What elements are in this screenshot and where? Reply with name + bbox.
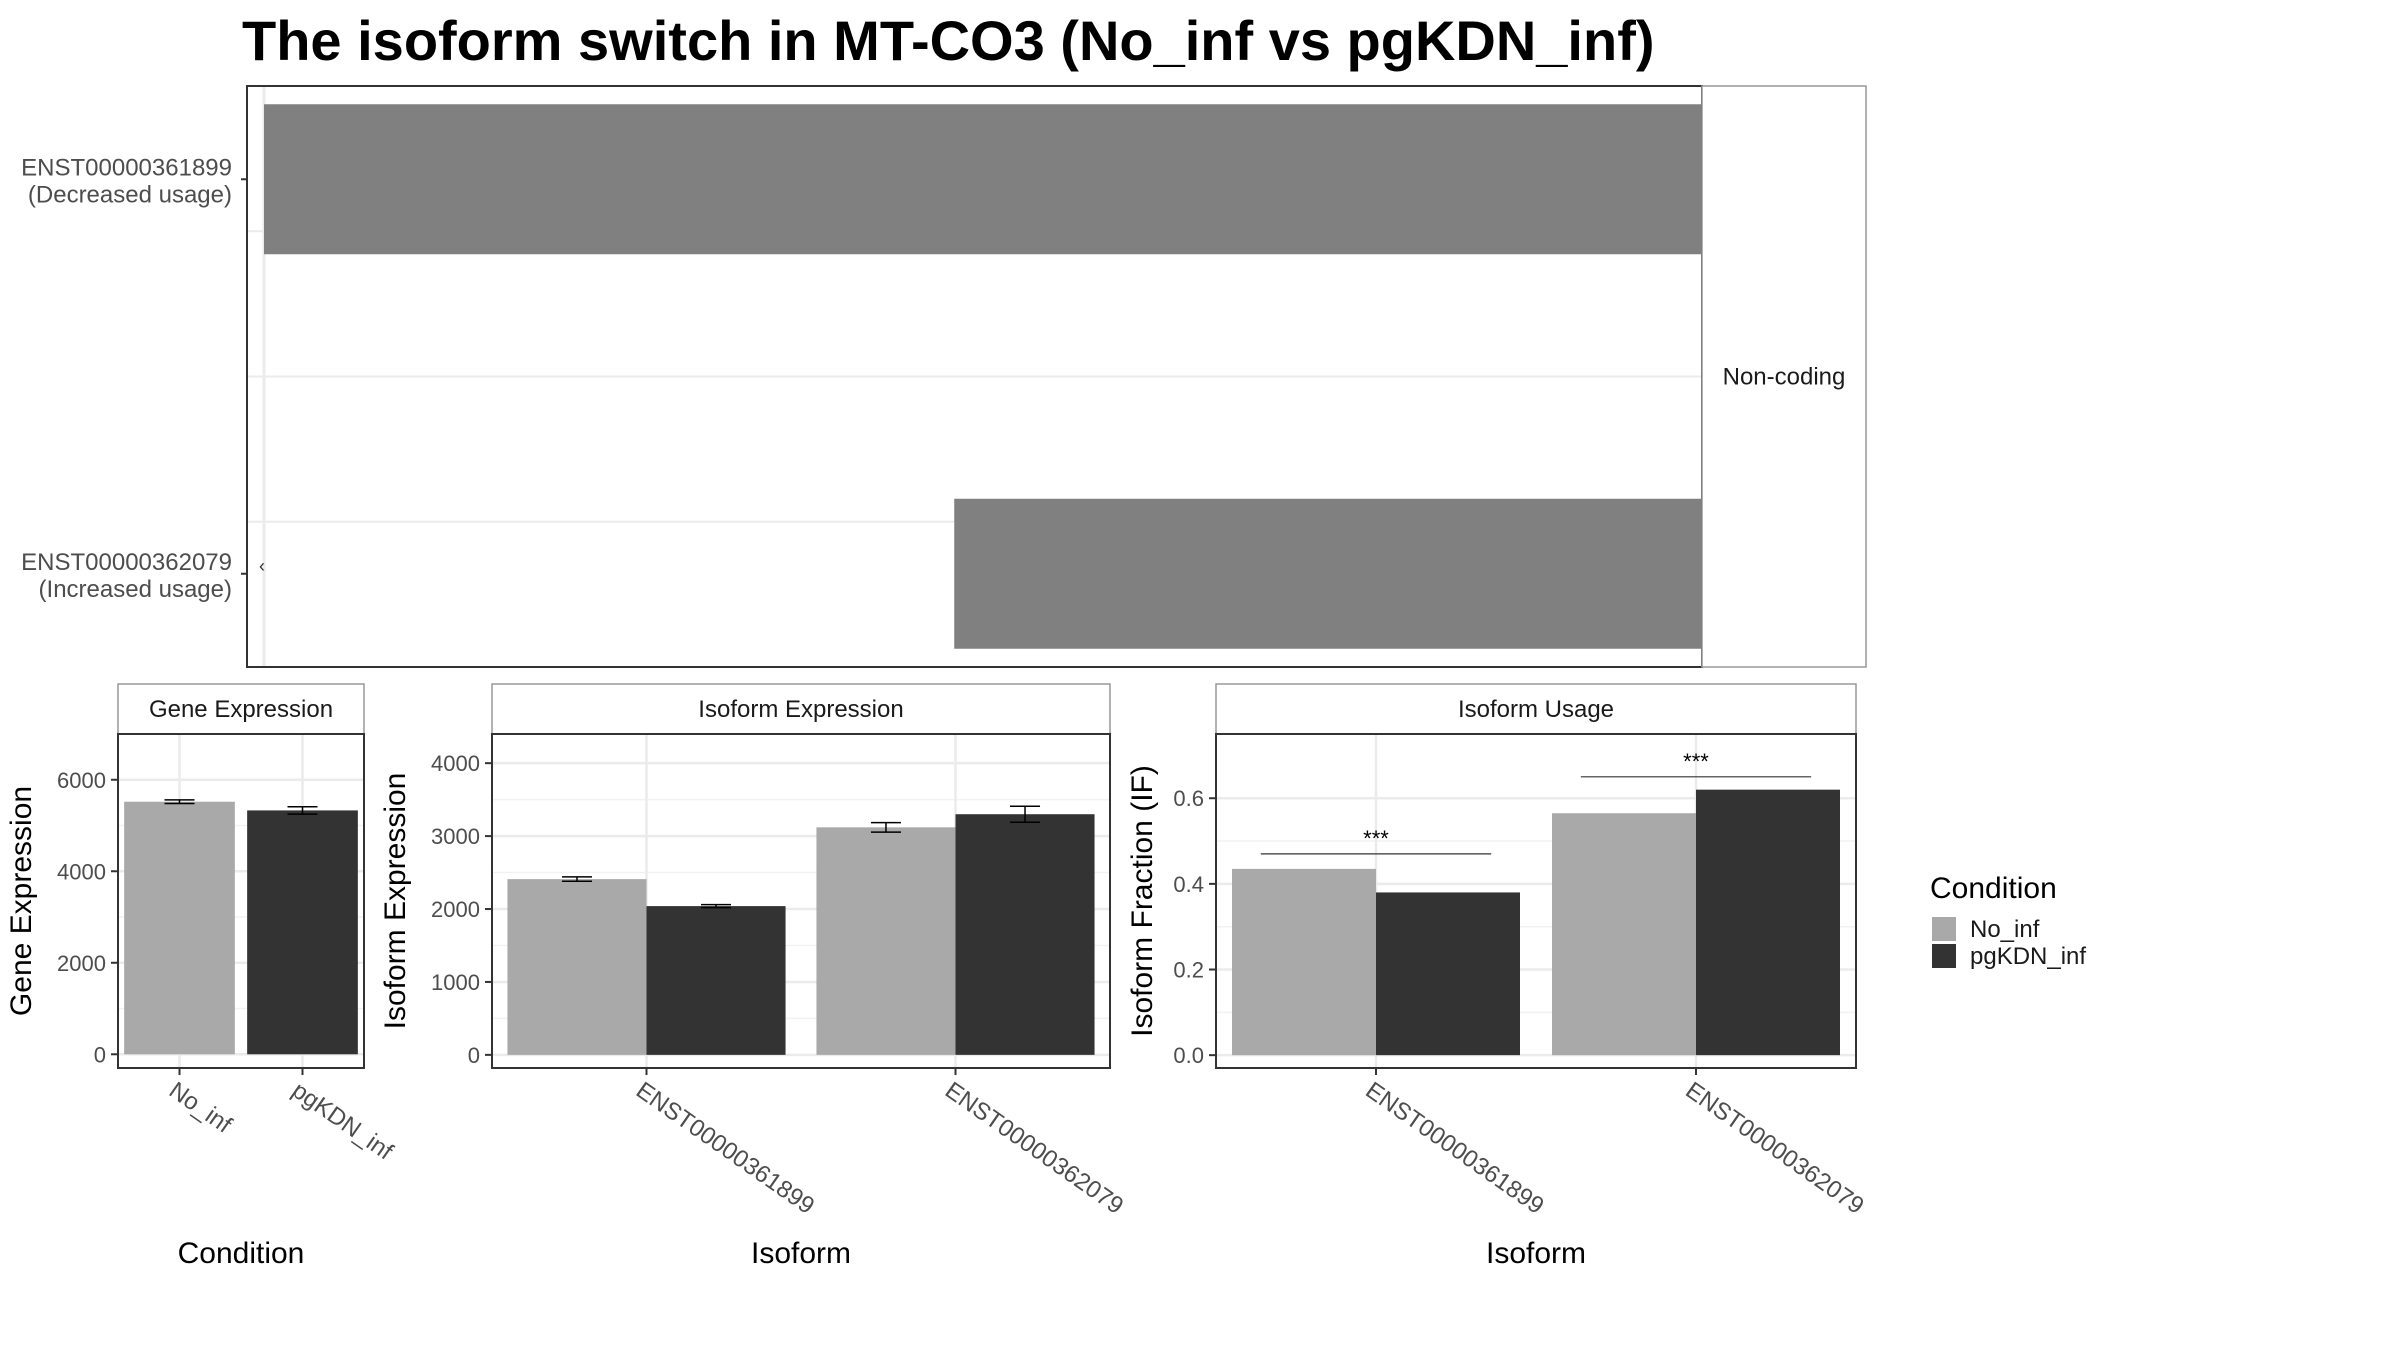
y-tick-label: 2000 — [431, 897, 480, 922]
x-tick-label: ENST00000362079 — [940, 1077, 1128, 1220]
x-tick-label: pgKDN_inf — [287, 1077, 398, 1166]
y-tick-label: 6000 — [57, 768, 106, 793]
y-axis-title: Gene Expression — [5, 786, 38, 1016]
y-tick-label: 0 — [94, 1042, 106, 1067]
isoform-usage-panel: Isoform Usage *** *** 0.0 0.2 0.4 0.6 ENST00000… — [1126, 683, 1869, 1270]
bar-pgKDN_inf — [1696, 789, 1840, 1056]
bar-pgKDN_inf — [955, 814, 1095, 1055]
y-axis-title: Isoform Expression — [379, 773, 412, 1030]
y-tick-label: 4000 — [431, 751, 480, 776]
panel-title: Gene Expression — [149, 696, 333, 723]
isoform-expression-panel: Isoform Expression 0 1000 2000 3000 4000 ENST0… — [379, 683, 1128, 1270]
x-axis-title: Isoform — [1486, 1237, 1586, 1270]
x-tick-label: ENST00000362079 — [1681, 1077, 1869, 1220]
y-tick-label: 0.6 — [1173, 786, 1204, 811]
isoform-structure-panel: ‹ Non-coding ENST00000361899(Decreased usa… — [21, 85, 1867, 668]
structure-strip — [1701, 85, 1867, 668]
significance-label: *** — [1363, 826, 1389, 851]
legend-label: No_inf — [1970, 916, 2040, 943]
bar-pgKDN_inf — [1376, 892, 1520, 1056]
x-axis-title: Condition — [178, 1237, 305, 1270]
panel-border — [1215, 733, 1857, 1069]
bar-pgKDN_inf — [646, 906, 786, 1055]
strand-arrow-icon: ‹ — [259, 556, 265, 576]
panel-strip — [491, 683, 1111, 735]
strip-label: Non-coding — [1723, 364, 1846, 391]
legend-swatch — [1932, 917, 1956, 941]
gene-expression-panel: Gene Expression 0 2000 4000 6000 No_inf pgKDN_… — [5, 683, 398, 1270]
x-tick-label: No_inf — [164, 1077, 237, 1139]
y-tick-label: 0.0 — [1173, 1043, 1204, 1068]
bar-No_inf — [816, 827, 956, 1055]
legend-swatch — [1932, 944, 1956, 968]
panel-strip — [1215, 683, 1857, 735]
structure-tick-label: (Decreased usage) — [28, 181, 232, 208]
y-axis-title: Isoform Fraction (IF) — [1126, 765, 1159, 1037]
structure-tick-label: (Increased usage) — [39, 576, 232, 603]
panel-border — [117, 733, 365, 1069]
bar-No_inf — [507, 879, 647, 1055]
panel-title: Isoform Usage — [1458, 696, 1614, 723]
structure-bar — [264, 104, 1702, 255]
x-tick-label: ENST00000361899 — [631, 1077, 819, 1220]
y-tick-label: 0 — [468, 1043, 480, 1068]
panel-title: Isoform Expression — [698, 696, 903, 723]
y-tick-label: 0.4 — [1173, 872, 1204, 897]
bar-No_inf — [1552, 813, 1696, 1056]
bar-pgKDN_inf — [247, 810, 358, 1055]
page-title: The isoform switch in MT-CO3 (No_inf vs … — [242, 9, 1655, 72]
y-tick-label: 4000 — [57, 859, 106, 884]
legend-label: pgKDN_inf — [1970, 943, 2086, 970]
x-tick-label: ENST00000361899 — [1361, 1077, 1549, 1220]
bar-No_inf — [124, 801, 235, 1055]
x-axis-title: Isoform — [751, 1237, 851, 1270]
significance-label: *** — [1683, 749, 1709, 774]
panel-border — [491, 733, 1111, 1069]
y-tick-label: 1000 — [431, 970, 480, 995]
structure-bar — [954, 498, 1702, 649]
bar-No_inf — [1232, 868, 1376, 1056]
structure-tick-label: ENST00000361899 — [21, 154, 232, 181]
y-tick-label: 0.2 — [1173, 958, 1204, 983]
structure-tick-label: ENST00000362079 — [21, 549, 232, 576]
y-tick-label: 3000 — [431, 824, 480, 849]
legend-title: Condition — [1930, 872, 2057, 905]
y-tick-label: 2000 — [57, 951, 106, 976]
